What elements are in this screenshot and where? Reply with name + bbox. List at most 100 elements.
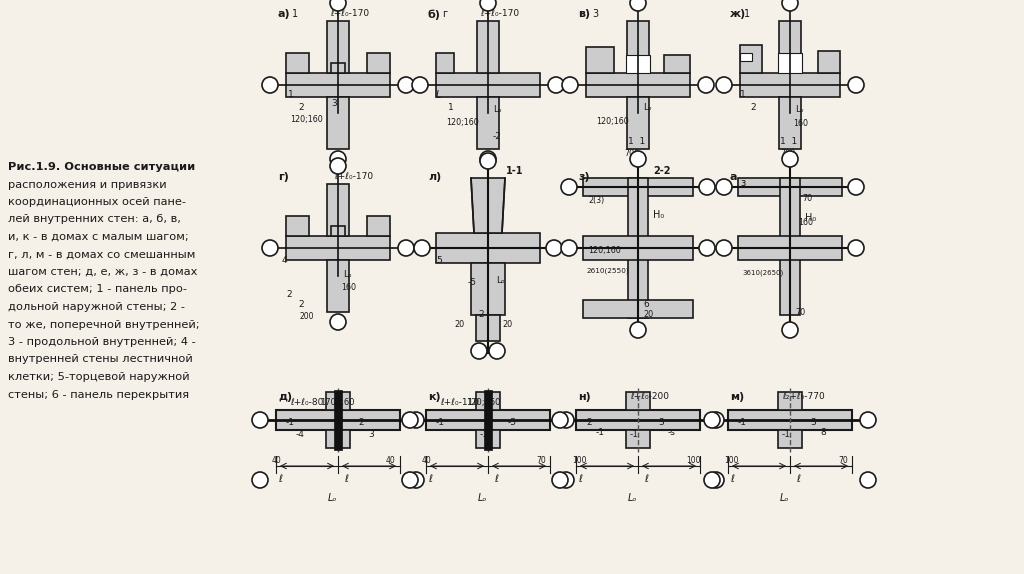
Text: -4: -4 [296,430,305,439]
Text: 1-1: 1-1 [506,166,523,176]
Circle shape [330,158,346,174]
Text: 5: 5 [436,256,441,265]
Text: 1  1: 1 1 [628,137,645,146]
Text: Lₒ: Lₒ [343,270,352,279]
Text: ℓ: ℓ [730,474,734,484]
Bar [471,263,505,315]
Circle shape [471,343,487,359]
Bar [286,216,309,236]
Text: 700: 700 [624,149,639,158]
Text: г): г) [278,172,289,182]
Text: ж): ж) [730,9,746,19]
Bar [477,97,499,149]
Text: ℓ: ℓ [494,474,498,484]
Text: 20: 20 [643,310,653,319]
Text: 100: 100 [724,456,738,465]
Text: клетки; 5-торцевой наружной: клетки; 5-торцевой наружной [8,372,189,382]
Bar [738,178,842,196]
Circle shape [408,472,424,488]
Text: 3: 3 [592,9,598,19]
Text: 8: 8 [820,428,825,437]
Text: -1: -1 [782,430,791,439]
Bar [286,73,390,97]
Bar [583,236,693,260]
Text: 120;160: 120;160 [446,118,479,127]
Bar [818,51,840,73]
Circle shape [698,77,714,93]
Text: дольной наружной стены; 2 -: дольной наружной стены; 2 - [8,302,185,312]
Text: Lₒ: Lₒ [780,493,790,503]
Text: обеих систем; 1 - панель про-: обеих систем; 1 - панель про- [8,285,187,294]
Circle shape [330,314,346,330]
Bar [740,45,762,73]
Text: 120;160: 120;160 [290,115,323,124]
Text: ℓ: ℓ [644,474,648,484]
Bar [367,216,390,236]
Bar [331,226,345,236]
Circle shape [262,77,278,93]
Text: 1: 1 [449,103,454,112]
Text: 70: 70 [802,194,812,203]
Circle shape [480,153,496,169]
Text: д): д) [278,392,292,402]
Circle shape [708,412,724,428]
Text: 70: 70 [838,456,848,465]
Text: -5: -5 [468,278,477,287]
Text: Рис.1.9. Основные ситуации: Рис.1.9. Основные ситуации [8,162,196,172]
Text: стены; 6 - панель перекрытия: стены; 6 - панель перекрытия [8,390,189,400]
Text: 3610(2650): 3610(2650) [742,270,783,277]
Circle shape [546,240,562,256]
Bar [778,53,802,73]
Text: -1: -1 [480,430,489,439]
Text: Lₒ: Lₒ [478,493,487,503]
Text: ℓ₂+ℓ₀-770: ℓ₂+ℓ₀-770 [782,392,824,401]
Text: 2: 2 [298,103,304,112]
Text: 20: 20 [502,320,512,329]
Text: 2: 2 [358,418,364,427]
Text: лей внутренних стен: а, б, в,: лей внутренних стен: а, б, в, [8,215,181,224]
Circle shape [330,0,346,11]
Circle shape [860,412,876,428]
Text: -2: -2 [493,132,502,141]
Text: а: а [730,172,737,182]
Circle shape [705,472,720,488]
Circle shape [552,472,568,488]
Circle shape [414,240,430,256]
Circle shape [558,472,574,488]
Bar [626,55,650,73]
Bar [583,178,693,196]
Text: 70: 70 [795,308,805,317]
Text: н): н) [578,392,591,402]
Text: H₀: H₀ [653,210,665,220]
Bar [286,53,309,73]
Text: Lₒ: Lₒ [628,493,637,503]
Text: расположения и привязки: расположения и привязки [8,180,167,189]
Bar [476,430,500,448]
Text: 6: 6 [643,300,649,309]
Text: Lₒ: Lₒ [328,493,337,503]
Circle shape [630,322,646,338]
Circle shape [252,472,268,488]
Bar [779,21,801,73]
Circle shape [402,472,418,488]
Bar [780,178,800,315]
Bar [327,184,349,236]
Text: H₀: H₀ [805,213,816,223]
Text: ℓ+ℓ₀-200: ℓ+ℓ₀-200 [630,392,669,401]
Bar [276,410,400,430]
Bar [740,73,840,97]
Bar [436,233,540,263]
Text: -1: -1 [286,418,295,427]
Bar [740,53,752,61]
Circle shape [412,77,428,93]
Text: внутренней стены лестничной: внутренней стены лестничной [8,355,193,364]
Text: 1: 1 [740,90,745,99]
Bar [327,97,349,149]
Text: 3: 3 [658,418,664,427]
Circle shape [252,412,268,428]
Text: L: L [436,90,441,100]
Text: -1: -1 [596,428,605,437]
Circle shape [548,77,564,93]
Circle shape [398,240,414,256]
Bar [586,47,614,73]
